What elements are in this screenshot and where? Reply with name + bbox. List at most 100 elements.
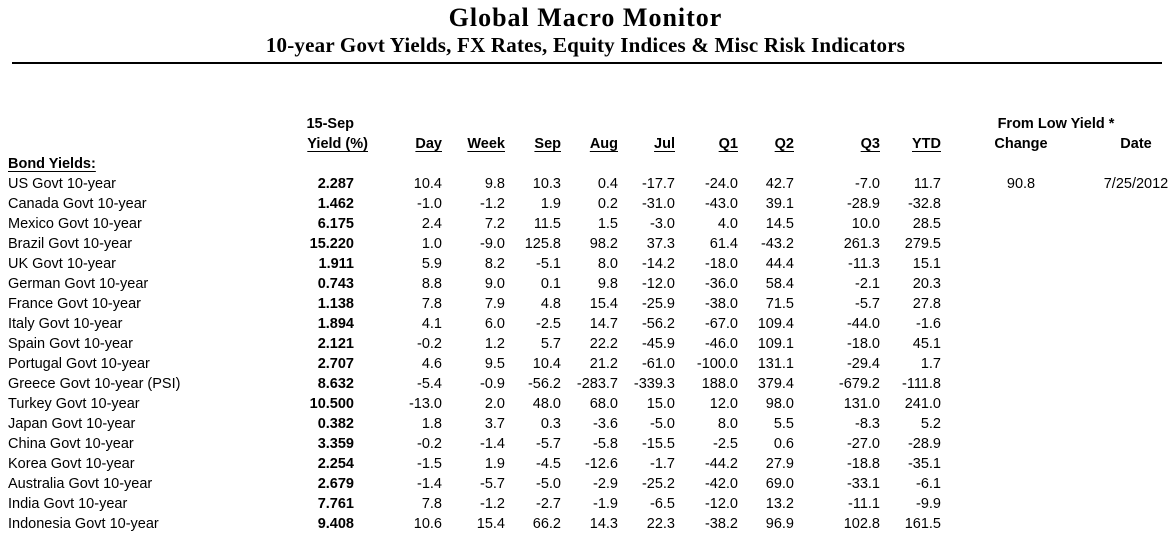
yield-cell: 2.707 [317, 356, 354, 372]
change-cell [941, 494, 1101, 514]
period-cell-aug: 98.2 [589, 236, 618, 252]
period-cell-sep: 0.1 [540, 276, 561, 292]
col-header-q3: Q3 [860, 136, 880, 152]
period-cell-q1: 61.4 [709, 236, 738, 252]
period-cell-day: 4.6 [421, 356, 442, 372]
table-row: Brazil Govt 10-year 15.220 1.0 -9.0 125.… [0, 234, 1171, 254]
period-cell-week: 8.2 [484, 256, 505, 272]
col-header-asof-date: 15-Sep [306, 116, 354, 132]
period-cell-week: 3.7 [484, 416, 505, 432]
period-cell-q1: -38.0 [704, 296, 738, 312]
period-cell-q2: 0.6 [773, 436, 794, 452]
period-cell-jul: -12.0 [641, 276, 675, 292]
period-cell-week: 7.9 [484, 296, 505, 312]
row-label: Brazil Govt 10-year [8, 236, 133, 252]
period-cell-q1: 12.0 [709, 396, 738, 412]
row-label: Australia Govt 10-year [8, 476, 153, 492]
period-cell-week: 9.5 [484, 356, 505, 372]
yield-cell: 1.911 [318, 256, 355, 272]
period-cell-ytd: 161.5 [904, 516, 941, 532]
period-cell-sep: -2.7 [536, 496, 561, 512]
period-cell-q3: -5.7 [855, 296, 880, 312]
date-cell [1101, 294, 1171, 314]
period-cell-aug: 9.8 [597, 276, 618, 292]
period-cell-day: 1.0 [421, 236, 442, 252]
period-cell-q3: -28.9 [846, 196, 880, 212]
period-cell-jul: -1.7 [650, 456, 675, 472]
period-cell-sep: -5.0 [536, 476, 561, 492]
period-cell-sep: 48.0 [532, 396, 561, 412]
period-cell-aug: 14.7 [589, 316, 618, 332]
period-cell-day: -1.4 [417, 476, 442, 492]
date-cell [1101, 254, 1171, 274]
period-cell-week: 9.0 [484, 276, 505, 292]
table-row: Greece Govt 10-year (PSI) 8.632 -5.4 -0.… [0, 374, 1171, 394]
row-label: UK Govt 10-year [8, 256, 116, 272]
period-cell-q3: -11.1 [848, 496, 880, 512]
period-cell-ytd: 1.7 [920, 356, 941, 372]
date-cell [1101, 234, 1171, 254]
period-cell-sep: 5.7 [540, 336, 561, 352]
period-cell-q2: 109.4 [757, 316, 794, 332]
period-cell-jul: -5.0 [650, 416, 675, 432]
period-cell-ytd: -32.8 [907, 196, 941, 212]
period-cell-jul: -56.2 [641, 316, 675, 332]
row-label: Mexico Govt 10-year [8, 216, 142, 232]
period-cell-q2: -43.2 [760, 236, 794, 252]
period-cell-aug: -3.6 [593, 416, 618, 432]
period-cell-q3: -2.1 [855, 276, 880, 292]
period-cell-q2: 98.0 [765, 396, 794, 412]
table-row: China Govt 10-year 3.359 -0.2 -1.4 -5.7 … [0, 434, 1171, 454]
period-cell-day: -1.5 [417, 456, 442, 472]
period-cell-week: -0.9 [480, 376, 505, 392]
table-row: Australia Govt 10-year 2.679 -1.4 -5.7 -… [0, 474, 1171, 494]
period-cell-q2: 58.4 [765, 276, 794, 292]
table-row: US Govt 10-year 2.287 10.4 9.8 10.3 0.4 … [0, 174, 1171, 194]
period-cell-jul: -15.5 [641, 436, 675, 452]
date-cell [1101, 314, 1171, 334]
period-cell-q3: 131.0 [843, 396, 880, 412]
period-cell-day: -0.2 [417, 336, 442, 352]
period-cell-ytd: -6.1 [916, 476, 941, 492]
title-divider [12, 62, 1162, 64]
date-cell [1101, 274, 1171, 294]
yield-cell: 9.408 [317, 516, 354, 532]
yield-cell: 0.743 [317, 276, 354, 292]
header-spacer [0, 134, 270, 154]
change-cell [941, 314, 1101, 334]
col-header-change: Change [994, 136, 1048, 152]
yield-cell: 2.121 [317, 336, 354, 352]
change-cell [941, 294, 1101, 314]
period-cell-q1: -44.2 [704, 456, 738, 472]
period-cell-week: -1.2 [480, 496, 505, 512]
period-cell-sep: 10.3 [532, 176, 561, 192]
change-cell [941, 514, 1101, 534]
period-cell-jul: -25.9 [641, 296, 675, 312]
period-cell-aug: -12.6 [584, 456, 618, 472]
yield-cell: 7.761 [317, 496, 354, 512]
row-label: Greece Govt 10-year (PSI) [8, 376, 181, 392]
change-cell [941, 194, 1101, 214]
table-row: Spain Govt 10-year 2.121 -0.2 1.2 5.7 22… [0, 334, 1171, 354]
period-cell-week: 6.0 [484, 316, 505, 332]
date-cell [1101, 494, 1171, 514]
change-cell [941, 454, 1101, 474]
table-header-row-top: 15-Sep From Low Yield * [0, 114, 1171, 134]
period-cell-sep: -5.1 [536, 256, 561, 272]
period-cell-day: 8.8 [421, 276, 442, 292]
period-cell-q2: 39.1 [765, 196, 794, 212]
yield-cell: 10.500 [309, 396, 354, 412]
period-cell-q3: -27.0 [846, 436, 880, 452]
yield-cell: 8.632 [317, 376, 354, 392]
period-cell-jul: -45.9 [641, 336, 675, 352]
period-cell-day: 5.9 [421, 256, 442, 272]
table-row: Japan Govt 10-year 0.382 1.8 3.7 0.3 -3.… [0, 414, 1171, 434]
period-cell-aug: 14.3 [589, 516, 618, 532]
period-cell-aug: -283.7 [576, 376, 618, 392]
yield-cell: 15.220 [309, 236, 354, 252]
period-cell-day: 10.6 [413, 516, 442, 532]
period-cell-day: 1.8 [421, 416, 442, 432]
row-label: Korea Govt 10-year [8, 456, 135, 472]
change-cell [941, 394, 1101, 414]
